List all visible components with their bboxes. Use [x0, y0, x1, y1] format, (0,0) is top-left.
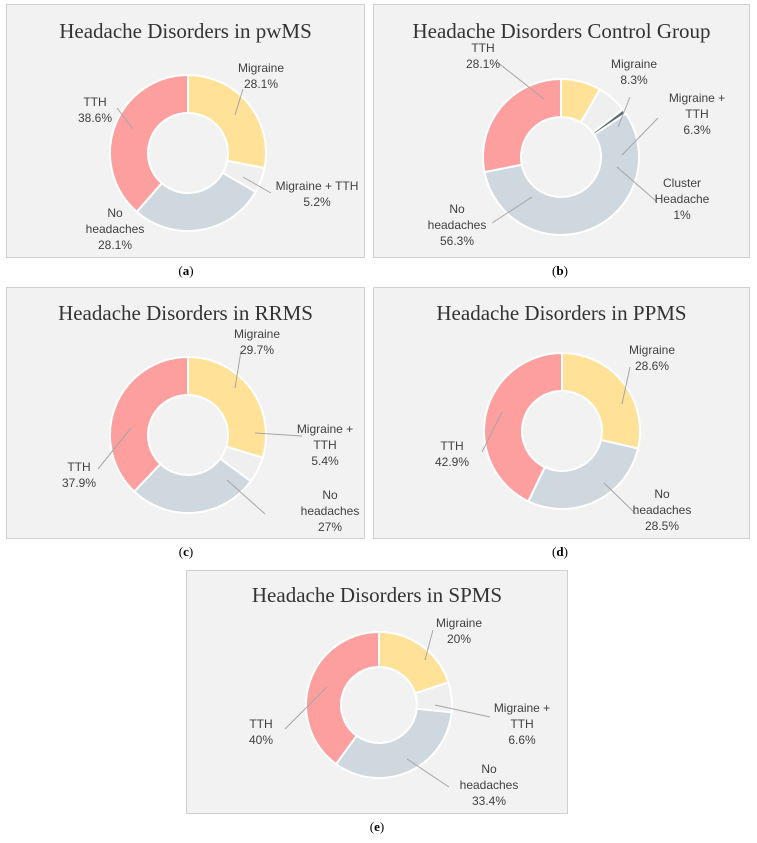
data-label-migraine-tth: Migraine + TTH 6.6% [494, 701, 550, 747]
leader-line-tth [97, 427, 132, 470]
data-label-migraine: Migraine 28.1% [238, 61, 284, 91]
donut-slice-tth [109, 73, 189, 214]
leader-line-migraine-tth [254, 432, 303, 437]
chart-title: Headache Disorders in pwMS [59, 19, 312, 43]
donut-slice-no-headaches [135, 171, 257, 232]
data-label-migraine-tth: Migraine + TTH 6.3% [669, 91, 725, 137]
donut-slice-no-headaches [334, 707, 453, 779]
donut-slice-migraine [187, 73, 267, 170]
data-label-no-headaches: No headaches 56.3% [428, 202, 487, 248]
leader-line-tth [284, 686, 328, 730]
donut-slice-no-headaches [527, 438, 640, 510]
donut-slice-tth [109, 355, 189, 493]
donut-slice-no-headaches [132, 457, 253, 514]
chart-panel-ppms: Headache Disorders in PPMS Migraine 28.6%… [373, 287, 750, 539]
leader-line-no-headaches [406, 758, 450, 788]
data-label-migraine: Migraine 29.7% [234, 327, 280, 357]
data-label-no-headaches: No headaches 28.1% [86, 206, 145, 252]
donut-chart-rrms: Migraine 29.7% Migraine + TTH 5.4% No headache… [62, 327, 360, 534]
panel-caption-d: (d) [552, 544, 568, 559]
panel-caption-c: (c) [178, 544, 194, 559]
data-label-migraine-tth: Migraine + TTH 5.2% [276, 179, 359, 209]
donut-chart-pwms: Migraine 28.1% Migraine + TTH 5.2% No headach… [78, 61, 359, 252]
data-label-migraine: Migraine 8.3% [611, 57, 657, 87]
chart-title: Headache Disorders Control Group [412, 19, 711, 43]
leader-line-no-headaches [603, 482, 637, 515]
panel-caption-e: (e) [369, 819, 385, 834]
data-label-cluster-headache: Cluster Headache 1% [655, 176, 710, 222]
donut-slice-tth [305, 630, 380, 766]
donut-chart-ppms: Migraine 28.6% No headaches 28.5% TTH 42.9% [435, 343, 692, 533]
chart-title: Headache Disorders in SPMS [251, 583, 503, 607]
donut-slice-migraine [187, 355, 267, 459]
chart-panel-rrms: Headache Disorders in RRMS Migraine 29.7%… [6, 287, 365, 539]
data-label-migraine: Migraine 20% [436, 616, 482, 646]
data-label-migraine-tth: Migraine + TTH 5.4% [297, 422, 353, 468]
leader-line-migraine [234, 88, 244, 116]
leader-line-migraine [621, 366, 631, 405]
donut-slice-tth [482, 77, 562, 174]
leader-line-migraine [617, 96, 631, 128]
chart-panel-spms: Headache Disorders in SPMS Migraine 20% Mi… [186, 570, 568, 814]
donut-slice-migraine [561, 351, 641, 450]
data-label-tth: TTH 40% [249, 717, 273, 747]
data-label-tth: TTH 37.9% [62, 460, 96, 490]
data-label-tth: TTH 38.6% [78, 95, 112, 125]
donut-chart-spms: Migraine 20% Migraine + TTH 6.6% No headaches 3… [249, 616, 550, 808]
panel-caption-b: (b) [552, 263, 568, 278]
data-label-tth: TTH 42.9% [435, 439, 469, 469]
data-label-migraine: Migraine 28.6% [629, 343, 675, 373]
leader-line-no-headaches [226, 479, 266, 515]
leader-line-migraine [234, 350, 242, 389]
leader-line-migraine-tth [242, 176, 272, 194]
panel-caption-a: (a) [178, 263, 194, 278]
donut-slice-migraine [378, 630, 450, 695]
chart-panel-pwms: Headache Disorders in pwMS Migraine 28.1%… [6, 4, 365, 258]
leader-line-migraine [424, 629, 434, 661]
chart-title: Headache Disorders in RRMS [58, 301, 313, 325]
data-label-no-headaches: No headaches 33.4% [460, 762, 519, 808]
chart-panel-control-group: Headache Disorders Control Group Migrain… [373, 4, 750, 258]
donut-chart-control-group: Migraine 8.3% Migraine + TTH 6.3% Cluster Head… [428, 41, 726, 248]
leader-line-migraine-tth [434, 704, 491, 718]
donut-slice-no-headaches [483, 112, 640, 236]
leader-line-no-headaches [491, 196, 533, 224]
data-label-no-headaches: No headaches 28.5% [633, 487, 692, 533]
chart-title: Headache Disorders in PPMS [436, 301, 687, 325]
donut-slice-tth [483, 351, 563, 503]
data-label-tth: TTH 28.1% [466, 41, 500, 71]
leader-line-tth [116, 107, 134, 130]
leader-line-tth [481, 411, 503, 453]
leader-line-tth [496, 61, 545, 100]
leader-line-migraine-tth [621, 117, 659, 156]
data-label-no-headaches: No headaches 27% [301, 488, 360, 534]
leader-line-cluster-headache [616, 166, 657, 202]
